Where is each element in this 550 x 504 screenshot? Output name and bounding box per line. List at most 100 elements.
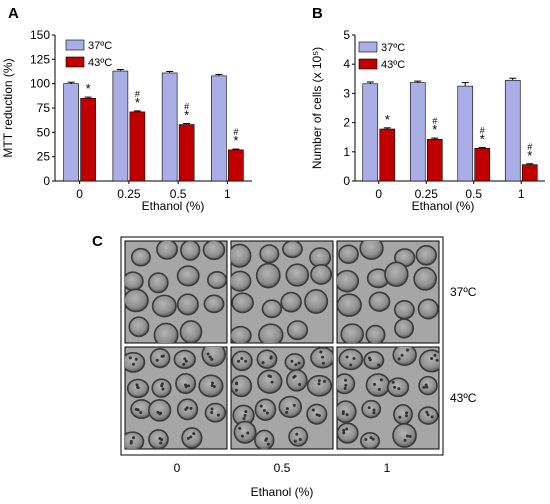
- cell: [149, 348, 171, 369]
- cell-granule: [210, 381, 214, 385]
- cell: [125, 288, 149, 313]
- cell-granule: [189, 435, 193, 439]
- chart-b-xlabel: Ethanol (%): [412, 199, 475, 213]
- micrograph-row-label-37: 37ºC: [450, 285, 477, 299]
- cell-granule: [398, 415, 402, 419]
- chart-b-legend-label-43: 43ºC: [381, 59, 405, 71]
- cell: [361, 399, 382, 419]
- chart-b-ytick-label: 1: [343, 145, 350, 159]
- panel-label-c: C: [92, 233, 103, 250]
- chart-a-sig-star: *: [184, 108, 189, 123]
- micrograph-tile: [230, 346, 334, 450]
- micrograph-row-label-43: 43ºC: [450, 391, 477, 405]
- chart-a-sig-star: *: [233, 133, 238, 148]
- cell-granule: [426, 413, 430, 417]
- chart-b-bar-43: [426, 138, 443, 182]
- cell-granule: [184, 407, 188, 411]
- micrograph-panel: 37ºC 43ºC 0 0.5 1 Ethanol (%): [120, 236, 477, 499]
- cell: [202, 241, 226, 261]
- cell-granule: [342, 428, 346, 432]
- chart-a-xtick-label: 1: [224, 187, 231, 201]
- cell-granule: [264, 438, 268, 442]
- cell-granule: [435, 358, 439, 362]
- cell-granule: [159, 411, 163, 415]
- chart-b-legend-swatch-37: [358, 41, 378, 53]
- cell-granule: [159, 441, 163, 445]
- cell-granule: [368, 358, 372, 362]
- chart-b-bar-37: [504, 79, 521, 182]
- cell: [176, 265, 200, 287]
- panel-label-b: B: [312, 5, 323, 22]
- cell-granule: [192, 432, 196, 436]
- chart-b-legend-label-37: 37ºC: [381, 42, 405, 54]
- chart-b-xtick-label: 1: [518, 187, 525, 201]
- cell: [203, 294, 225, 314]
- cell: [151, 378, 172, 398]
- chart-b-sig-star: *: [527, 148, 532, 163]
- cell-granule: [128, 356, 132, 360]
- cell-granule: [216, 413, 220, 417]
- cell: [413, 266, 437, 291]
- cell-granule: [132, 362, 136, 366]
- cell-granule: [343, 386, 347, 390]
- cell-granule: [187, 384, 191, 388]
- cell-granule: [292, 403, 296, 407]
- cell: [393, 404, 413, 425]
- cell: [278, 395, 303, 419]
- cell-granule: [240, 356, 244, 360]
- cell-granule: [345, 427, 349, 431]
- cell-granule: [373, 382, 377, 386]
- cell: [130, 247, 151, 267]
- cell: [365, 324, 386, 343]
- chart-b-bar-37: [409, 82, 426, 182]
- cell-granule: [372, 408, 376, 412]
- cell: [147, 272, 169, 294]
- chart-a-ytick-label: 100: [30, 77, 50, 91]
- cell-granule: [210, 407, 214, 411]
- micrograph-cells: [231, 241, 333, 343]
- chart-b-ytick-label: 2: [343, 116, 350, 130]
- chart-a-ytick-label: 150: [30, 28, 50, 42]
- chart-a-legend-swatch-37: [65, 39, 85, 51]
- chart-a-ytick-label: 0: [43, 174, 50, 188]
- cell: [394, 318, 415, 339]
- cell-granule: [295, 432, 299, 436]
- cell-granule: [425, 410, 429, 414]
- chart-a-bar-43: [178, 124, 195, 182]
- chart-a-ylabel: MTT reduction (%): [1, 58, 15, 157]
- cell: [176, 293, 199, 316]
- cell-granule: [212, 385, 216, 389]
- cell: [337, 293, 362, 317]
- cell: [338, 244, 359, 264]
- cell: [128, 316, 150, 338]
- cell-granule: [317, 379, 321, 383]
- cell: [231, 243, 252, 268]
- cell-granule: [262, 409, 266, 413]
- cell: [337, 400, 357, 424]
- cell: [179, 320, 203, 343]
- cell-granule: [345, 413, 349, 417]
- chart-b-ytick-label: 5: [343, 28, 350, 42]
- chart-a-ytick-label: 125: [30, 52, 50, 66]
- cell-granule: [266, 442, 270, 446]
- chart-a-ytick-label: 50: [37, 125, 51, 139]
- cell-granule: [317, 413, 321, 417]
- micrograph-col-label-0: 0: [174, 461, 181, 475]
- chart-a-bar-43: [80, 97, 96, 182]
- cell-granule: [430, 415, 434, 419]
- panel-label-a: A: [8, 5, 19, 22]
- cell: [259, 244, 280, 264]
- chart-b-ylabel: Number of cells (x 10⁵): [310, 47, 324, 169]
- cell-granule: [189, 406, 193, 410]
- micrograph-tile: [124, 240, 228, 344]
- chart-b-legend-swatch-43: [358, 58, 378, 70]
- cell-granule: [377, 388, 381, 392]
- chart-a-legend: 37ºC 43ºC: [65, 39, 112, 69]
- cell-granule: [243, 414, 247, 418]
- cell-granule: [244, 359, 248, 363]
- chart-b-sig-hash: #: [480, 125, 485, 135]
- cell-granule: [349, 363, 353, 367]
- cell-granule: [293, 439, 297, 443]
- cell-granule: [285, 410, 289, 414]
- cell-granule: [184, 383, 188, 387]
